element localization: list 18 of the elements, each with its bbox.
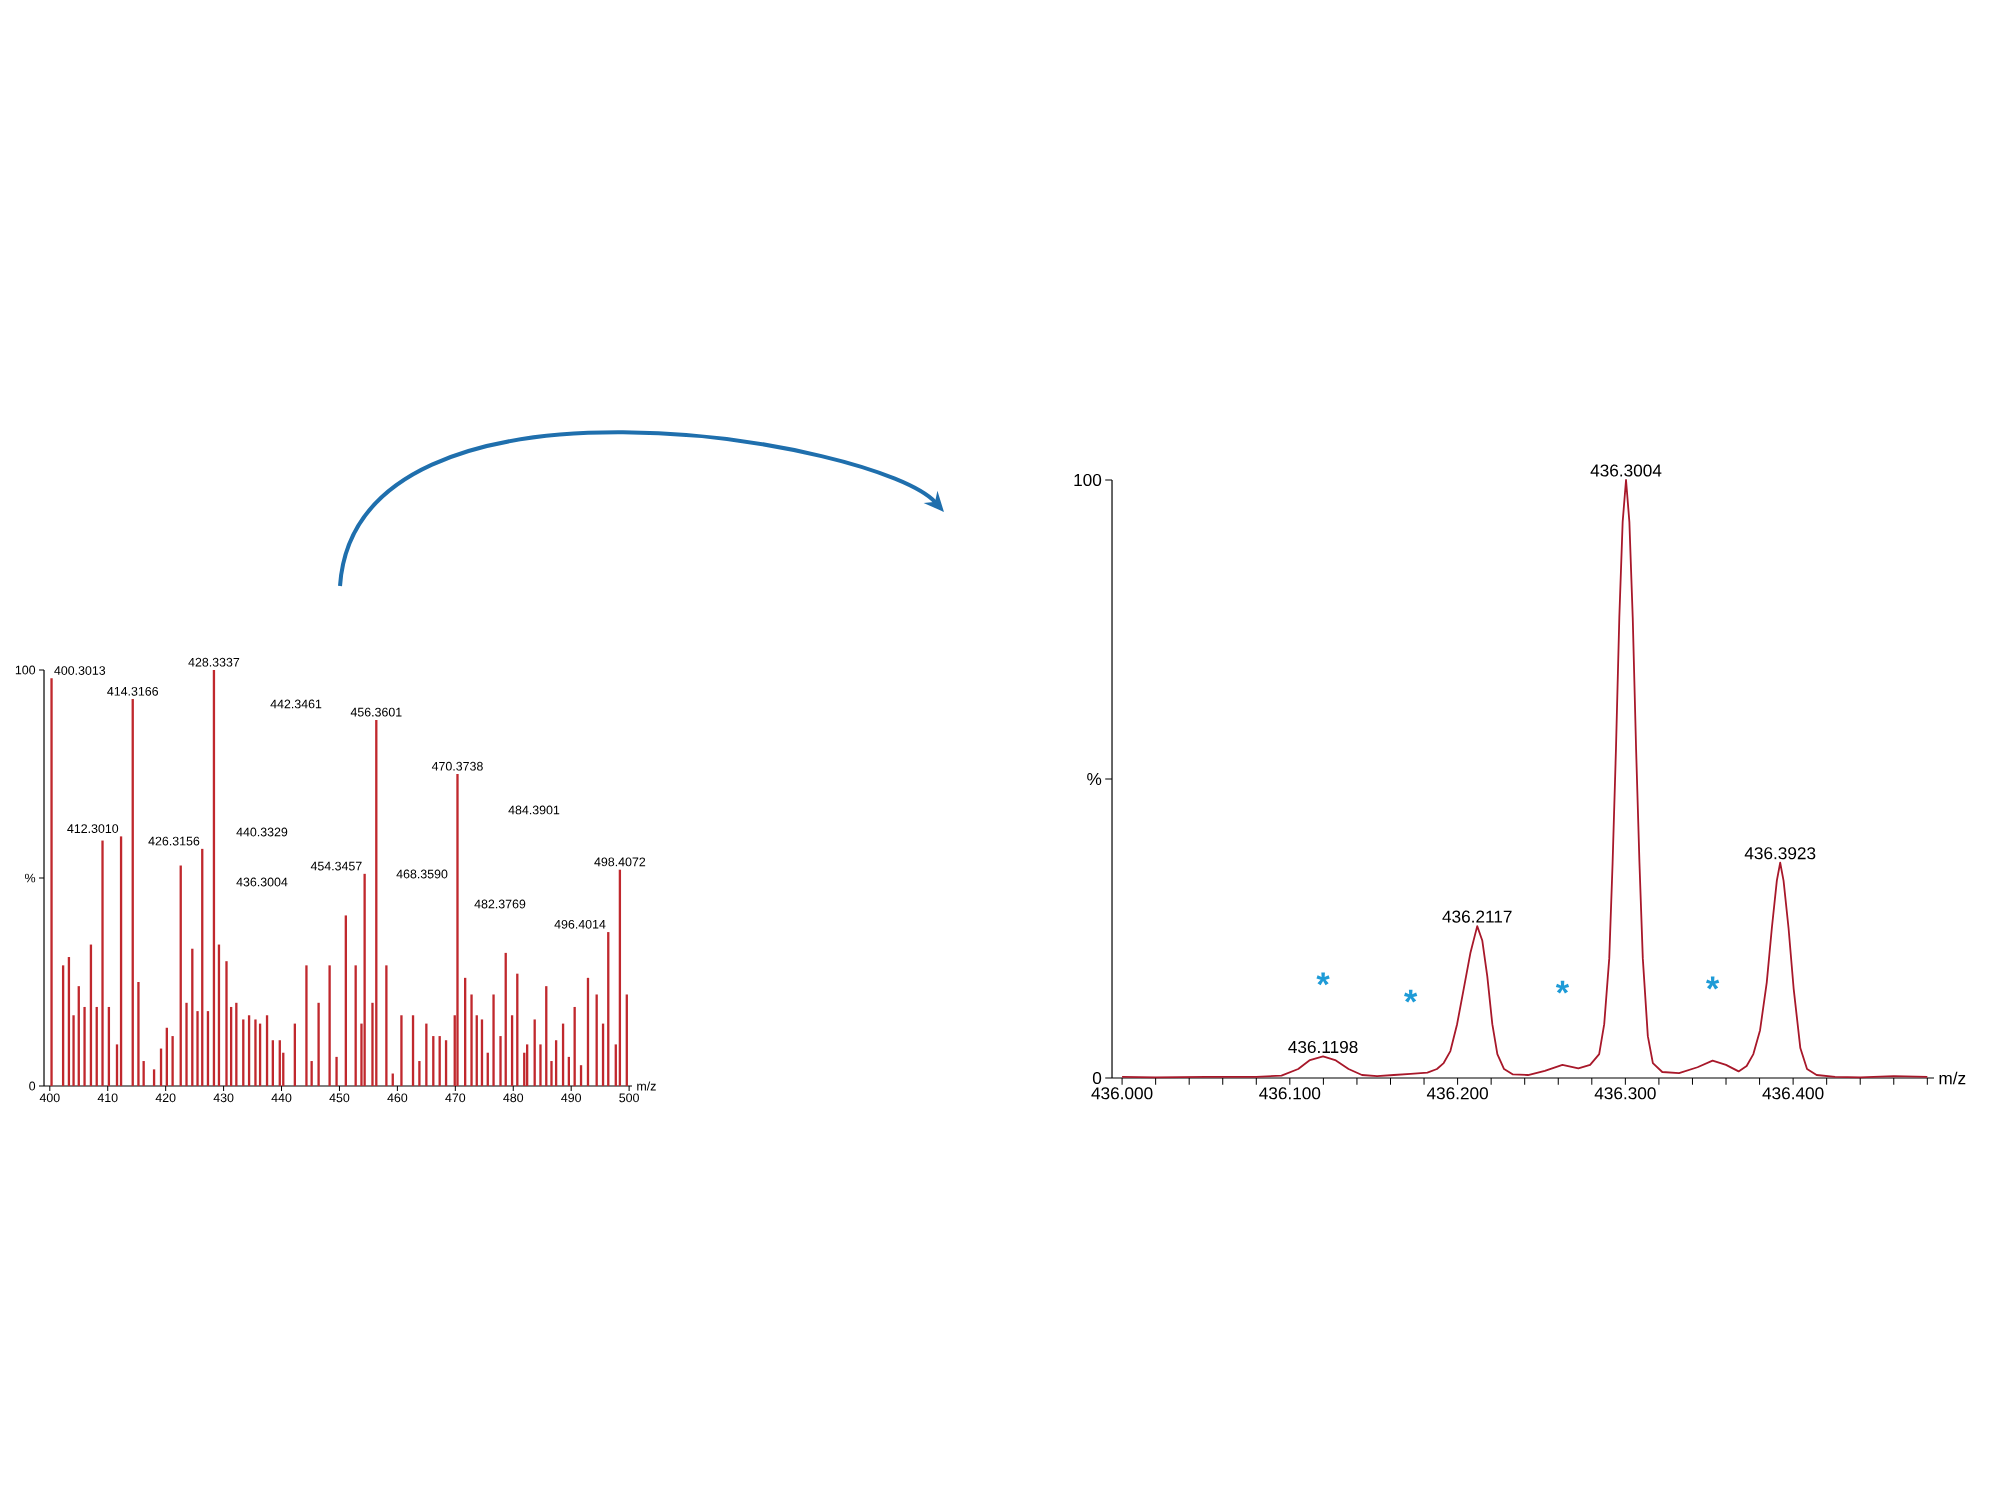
y-tick-label: 0	[1092, 1071, 1102, 1085]
x-tick-label: 436.000	[1091, 1087, 1153, 1100]
x-axis-title: m/z	[1939, 1071, 1966, 1085]
annotation: *	[1404, 989, 1418, 1003]
y-tick-label: %	[1087, 772, 1102, 785]
annotation: 436.1198	[1288, 1040, 1358, 1054]
annotation: 436.3004	[1590, 464, 1662, 477]
annotation: *	[1705, 976, 1720, 990]
x-tick-label: 436.400	[1762, 1087, 1824, 1100]
y-tick-label: 100	[1074, 473, 1102, 487]
annotation: *	[1555, 980, 1570, 994]
annotation: *	[1316, 972, 1330, 986]
annotation: 436.3923	[1744, 847, 1816, 860]
x-tick-label: 436.100	[1259, 1087, 1321, 1100]
x-tick-label: 436.300	[1594, 1087, 1656, 1100]
x-tick-label: 436.200	[1426, 1087, 1488, 1100]
annotation: 436.2117	[1442, 910, 1512, 923]
line-series	[1121, 479, 1929, 1079]
